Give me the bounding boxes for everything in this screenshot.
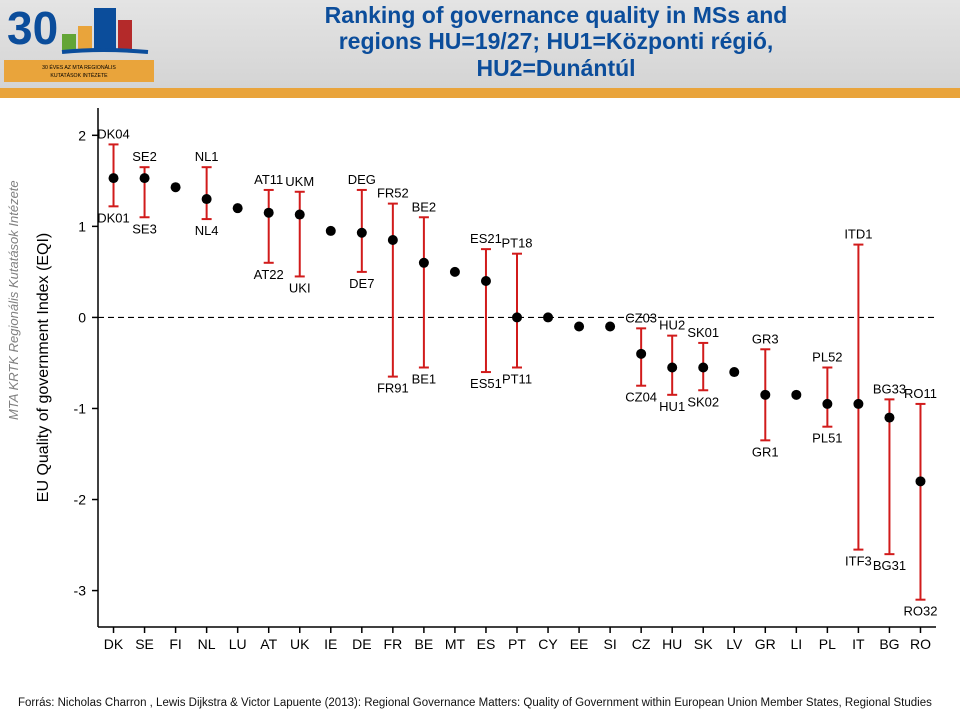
logo-caption-2: KUTATÁSOK INTÉZETE	[50, 72, 108, 79]
svg-text:LI: LI	[790, 636, 802, 652]
svg-text:HU2: HU2	[659, 318, 685, 333]
svg-text:HU1: HU1	[659, 399, 685, 414]
svg-text:PT11: PT11	[502, 372, 532, 387]
svg-text:SE: SE	[135, 636, 154, 652]
svg-text:DK04: DK04	[97, 126, 130, 141]
svg-text:DK: DK	[104, 636, 124, 652]
eqi-chart: -3 -2 -1 0 1 2 EU Quality of government Index …	[20, 100, 950, 675]
svg-text:SK01: SK01	[687, 325, 719, 340]
svg-text:AT: AT	[260, 636, 277, 652]
svg-text:AT11: AT11	[254, 172, 283, 187]
svg-text:PL52: PL52	[812, 350, 842, 365]
orange-strip	[0, 88, 960, 98]
svg-text:MT: MT	[445, 636, 466, 652]
svg-text:UKI: UKI	[289, 280, 311, 295]
svg-text:DE7: DE7	[349, 276, 374, 291]
svg-text:EU Quality of government Index: EU Quality of government Index (EQI)	[35, 233, 52, 502]
svg-text:-1: -1	[74, 400, 87, 416]
svg-text:FR: FR	[384, 636, 403, 652]
svg-text:NL4: NL4	[195, 223, 219, 238]
svg-text:ES51: ES51	[470, 376, 502, 391]
svg-text:SK02: SK02	[687, 394, 719, 409]
svg-text:FI: FI	[169, 636, 181, 652]
svg-text:GR3: GR3	[752, 331, 779, 346]
title-line-1: Ranking of governance quality in MSs and	[160, 2, 952, 28]
svg-text:BE: BE	[415, 636, 434, 652]
svg-text:PT: PT	[508, 636, 526, 652]
svg-text:GR: GR	[755, 636, 776, 652]
svg-text:GR1: GR1	[752, 444, 779, 459]
svg-text:BE1: BE1	[412, 372, 437, 387]
svg-text:FR52: FR52	[377, 186, 409, 201]
svg-text:NL1: NL1	[195, 149, 219, 164]
svg-text:CZ04: CZ04	[625, 390, 657, 405]
svg-text:DE: DE	[352, 636, 371, 652]
svg-text:AT22: AT22	[254, 267, 284, 282]
svg-text:LU: LU	[229, 636, 247, 652]
svg-text:-2: -2	[74, 492, 87, 508]
svg-text:HU: HU	[662, 636, 682, 652]
svg-text:SE3: SE3	[132, 221, 157, 236]
logo-caption-1: 30 ÉVES AZ MTA REGIONÁLIS	[42, 64, 116, 71]
svg-text:0: 0	[78, 309, 86, 325]
svg-text:BG33: BG33	[873, 381, 906, 396]
svg-text:DEG: DEG	[348, 172, 376, 187]
svg-text:CZ03: CZ03	[625, 310, 657, 325]
svg-text:SE2: SE2	[132, 149, 157, 164]
svg-text:ITF3: ITF3	[845, 554, 872, 569]
svg-text:PL51: PL51	[812, 431, 842, 446]
svg-text:PT18: PT18	[501, 236, 532, 251]
svg-text:1: 1	[78, 218, 86, 234]
svg-text:IE: IE	[324, 636, 337, 652]
title-line-2: regions HU=19/27; HU1=Központi régió,	[160, 28, 952, 54]
svg-text:30: 30	[7, 4, 58, 54]
logo: 30 30 ÉVES AZ MTA REGIONÁLIS KUTATÁSOK I…	[4, 4, 154, 84]
svg-text:EE: EE	[570, 636, 589, 652]
svg-text:SI: SI	[603, 636, 616, 652]
svg-text:UK: UK	[290, 636, 310, 652]
svg-text:2: 2	[78, 127, 86, 143]
svg-text:BE2: BE2	[412, 199, 437, 214]
svg-text:RO11: RO11	[904, 386, 937, 401]
svg-text:DK01: DK01	[97, 210, 130, 225]
svg-text:-3: -3	[74, 583, 87, 599]
source-citation: Forrás: Nicholas Charron , Lewis Dijkstr…	[18, 696, 954, 710]
side-institution-text: MTA KRTK Regionális Kutatások Intézete	[6, 180, 21, 420]
svg-text:CY: CY	[538, 636, 558, 652]
svg-text:PL: PL	[819, 636, 836, 652]
svg-text:FR91: FR91	[377, 381, 409, 396]
title-line-3: HU2=Dunántúl	[160, 55, 952, 81]
svg-text:RO32: RO32	[903, 604, 937, 619]
svg-text:UKM: UKM	[285, 174, 314, 189]
svg-text:BG31: BG31	[873, 558, 906, 573]
svg-text:BG: BG	[879, 636, 899, 652]
svg-text:ES21: ES21	[470, 231, 502, 246]
page-title: Ranking of governance quality in MSs and…	[160, 2, 952, 81]
svg-text:ITD1: ITD1	[844, 227, 872, 242]
svg-text:LV: LV	[726, 636, 743, 652]
svg-text:RO: RO	[910, 636, 931, 652]
svg-text:CZ: CZ	[632, 636, 651, 652]
svg-text:SK: SK	[694, 636, 713, 652]
svg-text:NL: NL	[198, 636, 216, 652]
svg-text:ES: ES	[477, 636, 496, 652]
svg-text:IT: IT	[852, 636, 865, 652]
